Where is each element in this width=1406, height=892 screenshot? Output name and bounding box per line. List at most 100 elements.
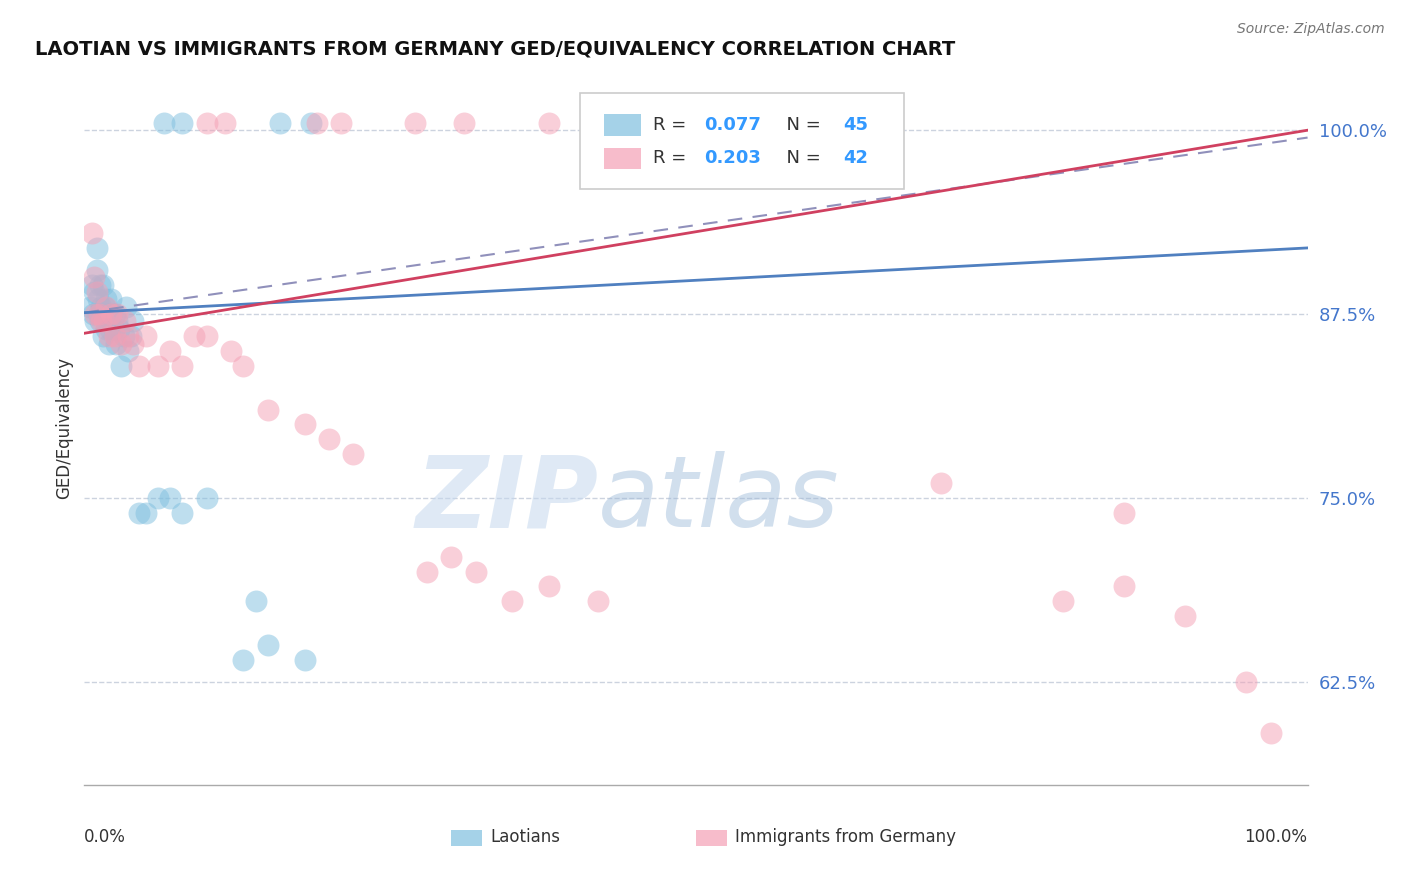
Point [110,359,132,373]
Point [103,322,125,336]
Point [269,116,291,130]
Point [294,653,316,667]
Y-axis label: GED/Equivalency: GED/Equivalency [55,357,73,500]
Point [195,491,218,505]
Point [135,329,157,343]
Point [245,594,267,608]
Point [101,307,124,321]
Point [183,329,205,343]
Point [83,285,105,299]
Point [1114,579,1136,593]
Point [90,300,112,314]
Point [464,565,486,579]
Point [232,653,254,667]
Bar [696,830,727,846]
Point [96,293,118,307]
Point [86,241,108,255]
Point [153,116,176,130]
Point [114,314,136,328]
Point [96,322,118,336]
Bar [605,114,641,136]
Point [172,359,194,373]
Point [214,116,236,130]
Point [94,300,117,314]
Point [172,506,194,520]
Point [104,307,127,321]
Bar [605,148,641,169]
Text: 0.077: 0.077 [704,116,762,134]
Point [89,277,111,292]
Point [93,307,115,321]
Point [105,336,128,351]
Text: 100.0%: 100.0% [1244,828,1308,846]
Point [172,116,194,130]
Point [107,322,129,336]
Point [112,329,135,343]
Point [122,314,145,328]
Point [342,447,364,461]
Point [294,417,316,432]
Point [502,594,524,608]
Point [586,594,609,608]
Bar [451,830,482,846]
Point [84,314,107,328]
Point [105,307,128,321]
Point [98,322,121,336]
Text: ZIP: ZIP [415,451,598,548]
Point [305,116,328,130]
Point [86,285,108,299]
Point [87,293,110,307]
Text: 0.203: 0.203 [704,150,762,168]
Point [318,432,340,446]
Point [117,343,139,358]
Point [100,307,122,321]
Point [97,336,120,351]
Point [146,359,169,373]
Point [195,329,218,343]
Point [538,579,561,593]
Point [1174,608,1197,623]
Point [128,506,150,520]
Point [299,116,322,130]
Text: Source: ZipAtlas.com: Source: ZipAtlas.com [1237,22,1385,37]
Point [128,359,150,373]
Point [93,314,115,328]
Text: 45: 45 [842,116,868,134]
Point [404,116,426,130]
Point [122,336,145,351]
Point [146,491,169,505]
Point [440,549,463,564]
Point [80,226,103,240]
Text: atlas: atlas [598,451,839,548]
Text: N =: N = [776,150,827,168]
Point [453,116,475,130]
Point [104,329,127,343]
Text: Immigrants from Germany: Immigrants from Germany [735,828,956,846]
Point [86,263,108,277]
Point [257,402,280,417]
Text: Laotians: Laotians [491,828,561,846]
Point [105,314,128,328]
Point [84,307,107,321]
FancyBboxPatch shape [579,93,904,189]
Text: N =: N = [776,116,827,134]
Point [120,329,142,343]
Text: R =: R = [654,150,692,168]
Point [1114,506,1136,520]
Point [159,343,181,358]
Point [87,307,110,321]
Point [97,329,120,343]
Text: 42: 42 [842,150,868,168]
Point [87,307,110,321]
Point [195,116,218,130]
Point [96,300,118,314]
Point [97,307,120,321]
Point [538,116,561,130]
Point [100,293,122,307]
Point [599,116,621,130]
Point [115,300,138,314]
Point [1236,675,1258,690]
Point [219,343,242,358]
Text: 0.0%: 0.0% [84,828,127,846]
Point [330,116,353,130]
